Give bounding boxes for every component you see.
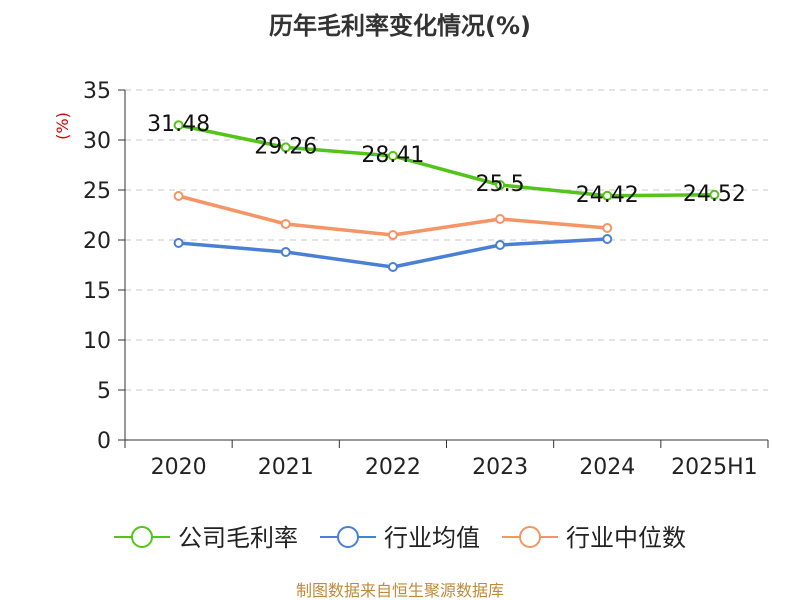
- axes: 0 5 10 15 20 25 30 35 2020 2021 2022 2023 2024 2025H1: [83, 79, 769, 480]
- data-point: [495, 240, 506, 250]
- data-point: [709, 189, 720, 200]
- legend-label: 公司毛利率: [178, 524, 298, 552]
- source-note: 制图数据来自恒生聚源数据库: [296, 581, 504, 600]
- series-lines: [173, 120, 720, 272]
- legend-marker-circle: [337, 526, 359, 548]
- legend-marker-circle: [131, 526, 153, 548]
- y-tick-label: 30: [83, 129, 111, 154]
- legend-marker-circle: [519, 526, 541, 548]
- legend-item-2[interactable]: 行业中位数: [502, 524, 686, 552]
- y-tick-label: 5: [97, 379, 111, 404]
- legend-item-1[interactable]: 行业均值: [320, 524, 480, 552]
- y-tick-label: 20: [83, 229, 111, 254]
- data-labels: 31.48 29.26 28.41 25.5 24.42 24.52: [147, 112, 746, 208]
- data-label: 28.41: [361, 143, 424, 168]
- x-tick-label: 2021: [258, 455, 314, 480]
- data-point: [280, 142, 291, 153]
- x-tick-label: 2023: [472, 455, 528, 480]
- data-point: [602, 190, 613, 201]
- data-label: 25.5: [476, 172, 525, 197]
- y-tick-label: 15: [83, 279, 111, 304]
- x-tick-label: 2024: [579, 455, 635, 480]
- y-tick-label: 0: [97, 429, 111, 454]
- y-axis-label: (%): [53, 112, 72, 140]
- data-point: [495, 180, 506, 190]
- y-tick-label: 35: [83, 79, 111, 104]
- data-point: [173, 191, 184, 201]
- series-line-2: [176, 194, 609, 237]
- x-tick-label: 2022: [365, 455, 421, 480]
- chart-title: 历年毛利率变化情况(%): [269, 12, 531, 40]
- data-point: [280, 219, 291, 229]
- data-label: 24.42: [576, 183, 639, 208]
- y-tick-label: 25: [83, 179, 111, 204]
- data-label: 29.26: [254, 134, 317, 159]
- legend-label: 行业均值: [384, 524, 480, 552]
- data-point: [387, 150, 398, 161]
- legend-label: 行业中位数: [566, 524, 686, 552]
- y-tick-label: 10: [83, 329, 111, 354]
- data-point: [173, 238, 184, 248]
- x-tick-label: 2020: [151, 455, 207, 480]
- data-point: [387, 230, 398, 240]
- data-point: [387, 262, 398, 272]
- legend-item-0[interactable]: 公司毛利率: [114, 524, 298, 552]
- legend[interactable]: 公司毛利率 行业均值 行业中位数: [114, 524, 686, 552]
- data-point: [602, 223, 613, 233]
- data-point: [280, 247, 291, 257]
- x-tick-label: 2025H1: [671, 455, 758, 480]
- data-point: [602, 234, 613, 244]
- gridlines: [125, 89, 768, 391]
- data-point: [495, 214, 506, 224]
- data-label: 31.48: [147, 112, 210, 137]
- data-point: [173, 120, 184, 131]
- data-label: 24.52: [683, 182, 746, 207]
- series-line-0: [176, 123, 717, 198]
